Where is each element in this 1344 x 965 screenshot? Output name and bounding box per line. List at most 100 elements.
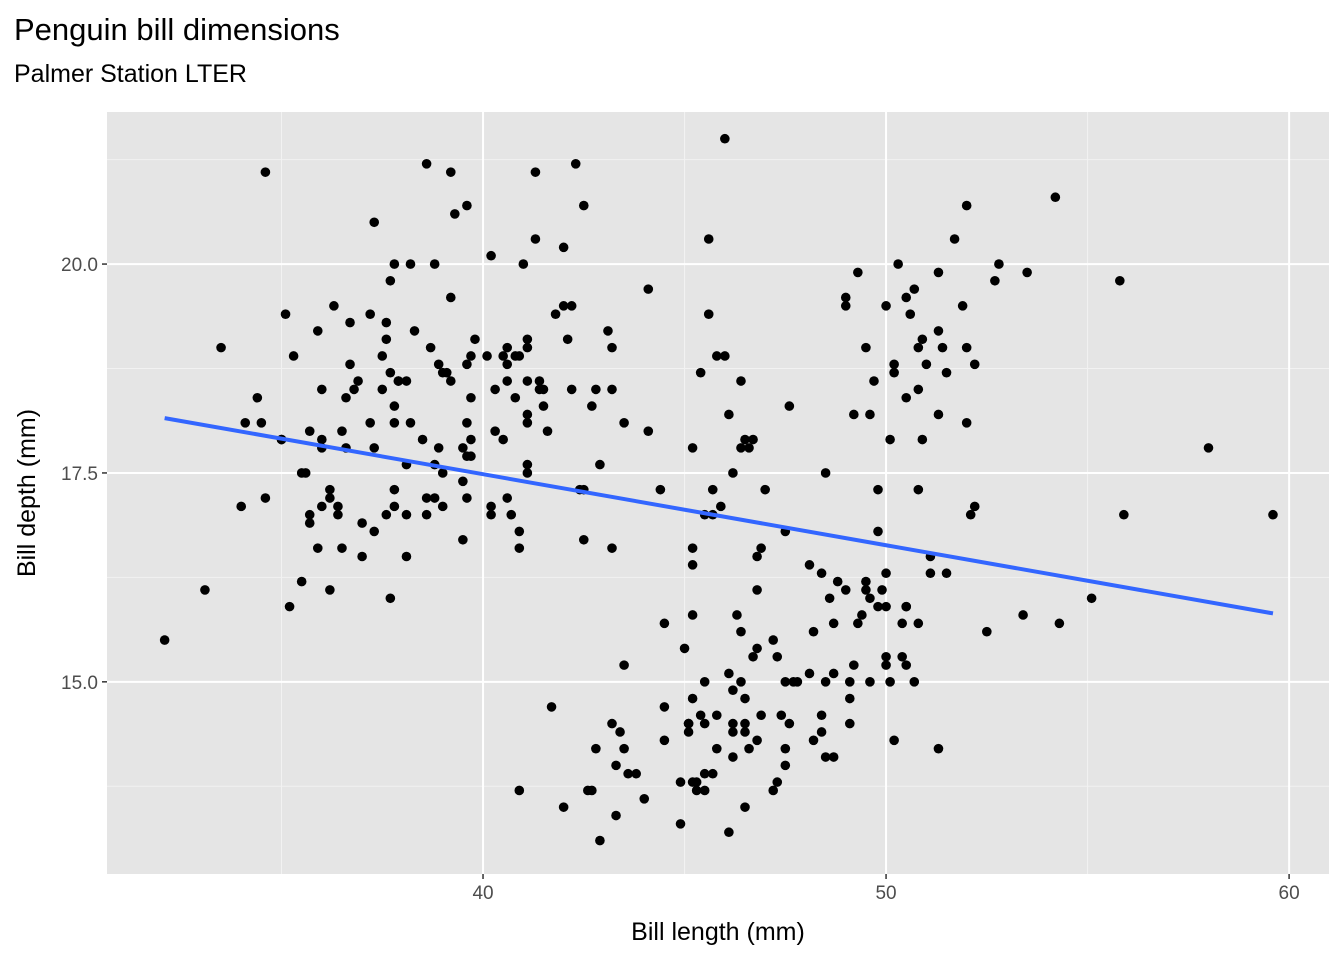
data-point	[820, 677, 831, 687]
data-point	[780, 743, 791, 754]
x-tick-label: 40	[472, 883, 493, 904]
data-point	[381, 317, 392, 328]
data-point	[566, 301, 577, 311]
data-point	[728, 752, 738, 762]
data-point	[865, 593, 875, 604]
data-point	[728, 727, 738, 737]
x-axis-label: Bill length (mm)	[631, 918, 805, 946]
data-point	[917, 334, 928, 345]
data-point	[840, 292, 851, 303]
data-point	[514, 785, 525, 796]
data-point	[288, 351, 299, 361]
data-point	[587, 785, 597, 796]
data-point	[889, 367, 899, 378]
data-point	[534, 376, 545, 386]
data-points	[159, 133, 1278, 846]
data-point	[804, 668, 815, 679]
data-point	[502, 493, 513, 503]
data-point	[699, 677, 710, 687]
data-point	[538, 384, 549, 395]
data-point	[317, 434, 327, 445]
data-point	[502, 359, 513, 370]
data-point	[776, 710, 787, 721]
data-point	[740, 693, 750, 704]
data-point	[901, 392, 912, 403]
data-point	[909, 284, 920, 294]
data-point	[256, 418, 267, 428]
data-point	[240, 418, 251, 428]
data-point	[816, 727, 827, 737]
data-point	[828, 618, 839, 629]
data-point	[349, 384, 359, 395]
minor-gridlines	[107, 112, 1329, 874]
data-point	[808, 735, 819, 746]
data-point	[437, 501, 448, 512]
data-point	[570, 159, 581, 169]
data-point	[901, 292, 912, 303]
data-point	[389, 484, 400, 495]
data-point	[558, 242, 569, 253]
data-point	[450, 209, 460, 219]
data-point	[607, 718, 617, 729]
data-point	[425, 342, 436, 353]
data-point	[369, 443, 380, 453]
data-point	[849, 660, 859, 670]
data-point	[377, 351, 388, 361]
data-point	[990, 275, 1000, 286]
data-point	[587, 401, 597, 411]
data-point	[530, 167, 541, 177]
data-point	[724, 409, 734, 420]
data-point	[760, 484, 770, 495]
data-point	[466, 392, 476, 403]
data-point	[913, 384, 924, 395]
data-point	[369, 217, 380, 228]
data-point	[933, 743, 944, 754]
data-point	[490, 384, 500, 395]
data-point	[393, 376, 404, 386]
data-point	[486, 250, 496, 261]
data-point	[832, 576, 843, 587]
data-point	[558, 301, 569, 311]
data-point	[889, 359, 899, 370]
data-point	[252, 392, 263, 403]
data-point	[433, 359, 444, 370]
data-point	[200, 585, 210, 595]
data-point	[736, 443, 746, 453]
data-point	[716, 501, 726, 512]
data-point	[437, 468, 448, 478]
data-point	[365, 418, 375, 428]
data-point	[949, 234, 960, 244]
data-point	[337, 543, 347, 553]
data-point	[881, 660, 891, 670]
data-point	[752, 585, 762, 595]
data-point	[522, 376, 533, 386]
data-point	[844, 693, 855, 704]
data-point	[550, 309, 561, 319]
data-point	[687, 610, 698, 620]
data-point	[486, 509, 496, 520]
data-point	[897, 618, 907, 629]
data-point	[861, 342, 871, 353]
data-point	[312, 543, 323, 553]
major-gridlines	[107, 112, 1329, 874]
data-point	[897, 651, 907, 662]
data-point	[748, 651, 758, 662]
data-point	[780, 760, 791, 771]
data-point	[643, 284, 654, 294]
data-point	[913, 618, 924, 629]
data-point	[486, 501, 496, 512]
data-point	[853, 267, 863, 278]
data-point	[566, 384, 577, 395]
data-point	[304, 518, 315, 528]
data-point	[421, 159, 432, 169]
data-point	[885, 677, 895, 687]
data-point	[482, 351, 492, 361]
data-point	[502, 376, 513, 386]
data-point	[498, 434, 508, 445]
data-point	[445, 292, 456, 303]
data-point	[510, 351, 521, 361]
data-point	[421, 493, 432, 503]
y-axis-label: Bill depth (mm)	[13, 409, 41, 577]
data-point	[732, 610, 742, 620]
data-point	[941, 367, 952, 378]
